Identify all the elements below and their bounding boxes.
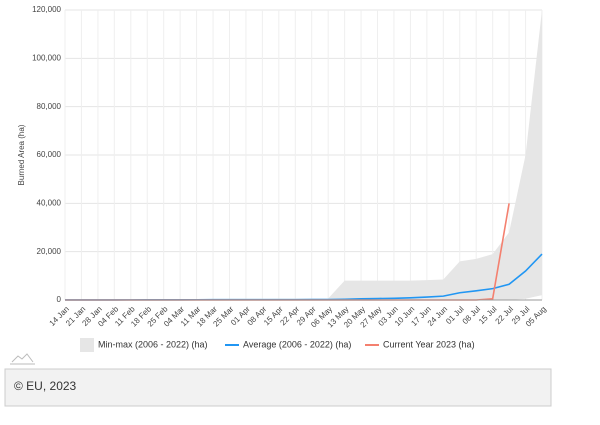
legend-label: Current Year 2023 (ha) xyxy=(383,339,475,349)
y-tick-label: 120,000 xyxy=(32,5,61,14)
y-tick-label: 40,000 xyxy=(37,198,62,207)
legend-label: Average (2006 - 2022) (ha) xyxy=(243,339,351,349)
legend-swatch xyxy=(80,338,94,352)
range-area xyxy=(65,10,542,300)
y-axis-label: Burned Area (ha) xyxy=(17,124,26,185)
y-tick-label: 0 xyxy=(57,295,62,304)
y-tick-label: 100,000 xyxy=(32,53,61,62)
legend-label: Min-max (2006 - 2022) (ha) xyxy=(98,339,208,349)
footer-text: © EU, 2023 xyxy=(14,379,77,393)
y-tick-label: 60,000 xyxy=(37,150,62,159)
logo xyxy=(10,353,35,365)
y-tick-label: 20,000 xyxy=(37,247,62,256)
y-tick-label: 80,000 xyxy=(37,102,62,111)
footer-box xyxy=(4,368,552,407)
